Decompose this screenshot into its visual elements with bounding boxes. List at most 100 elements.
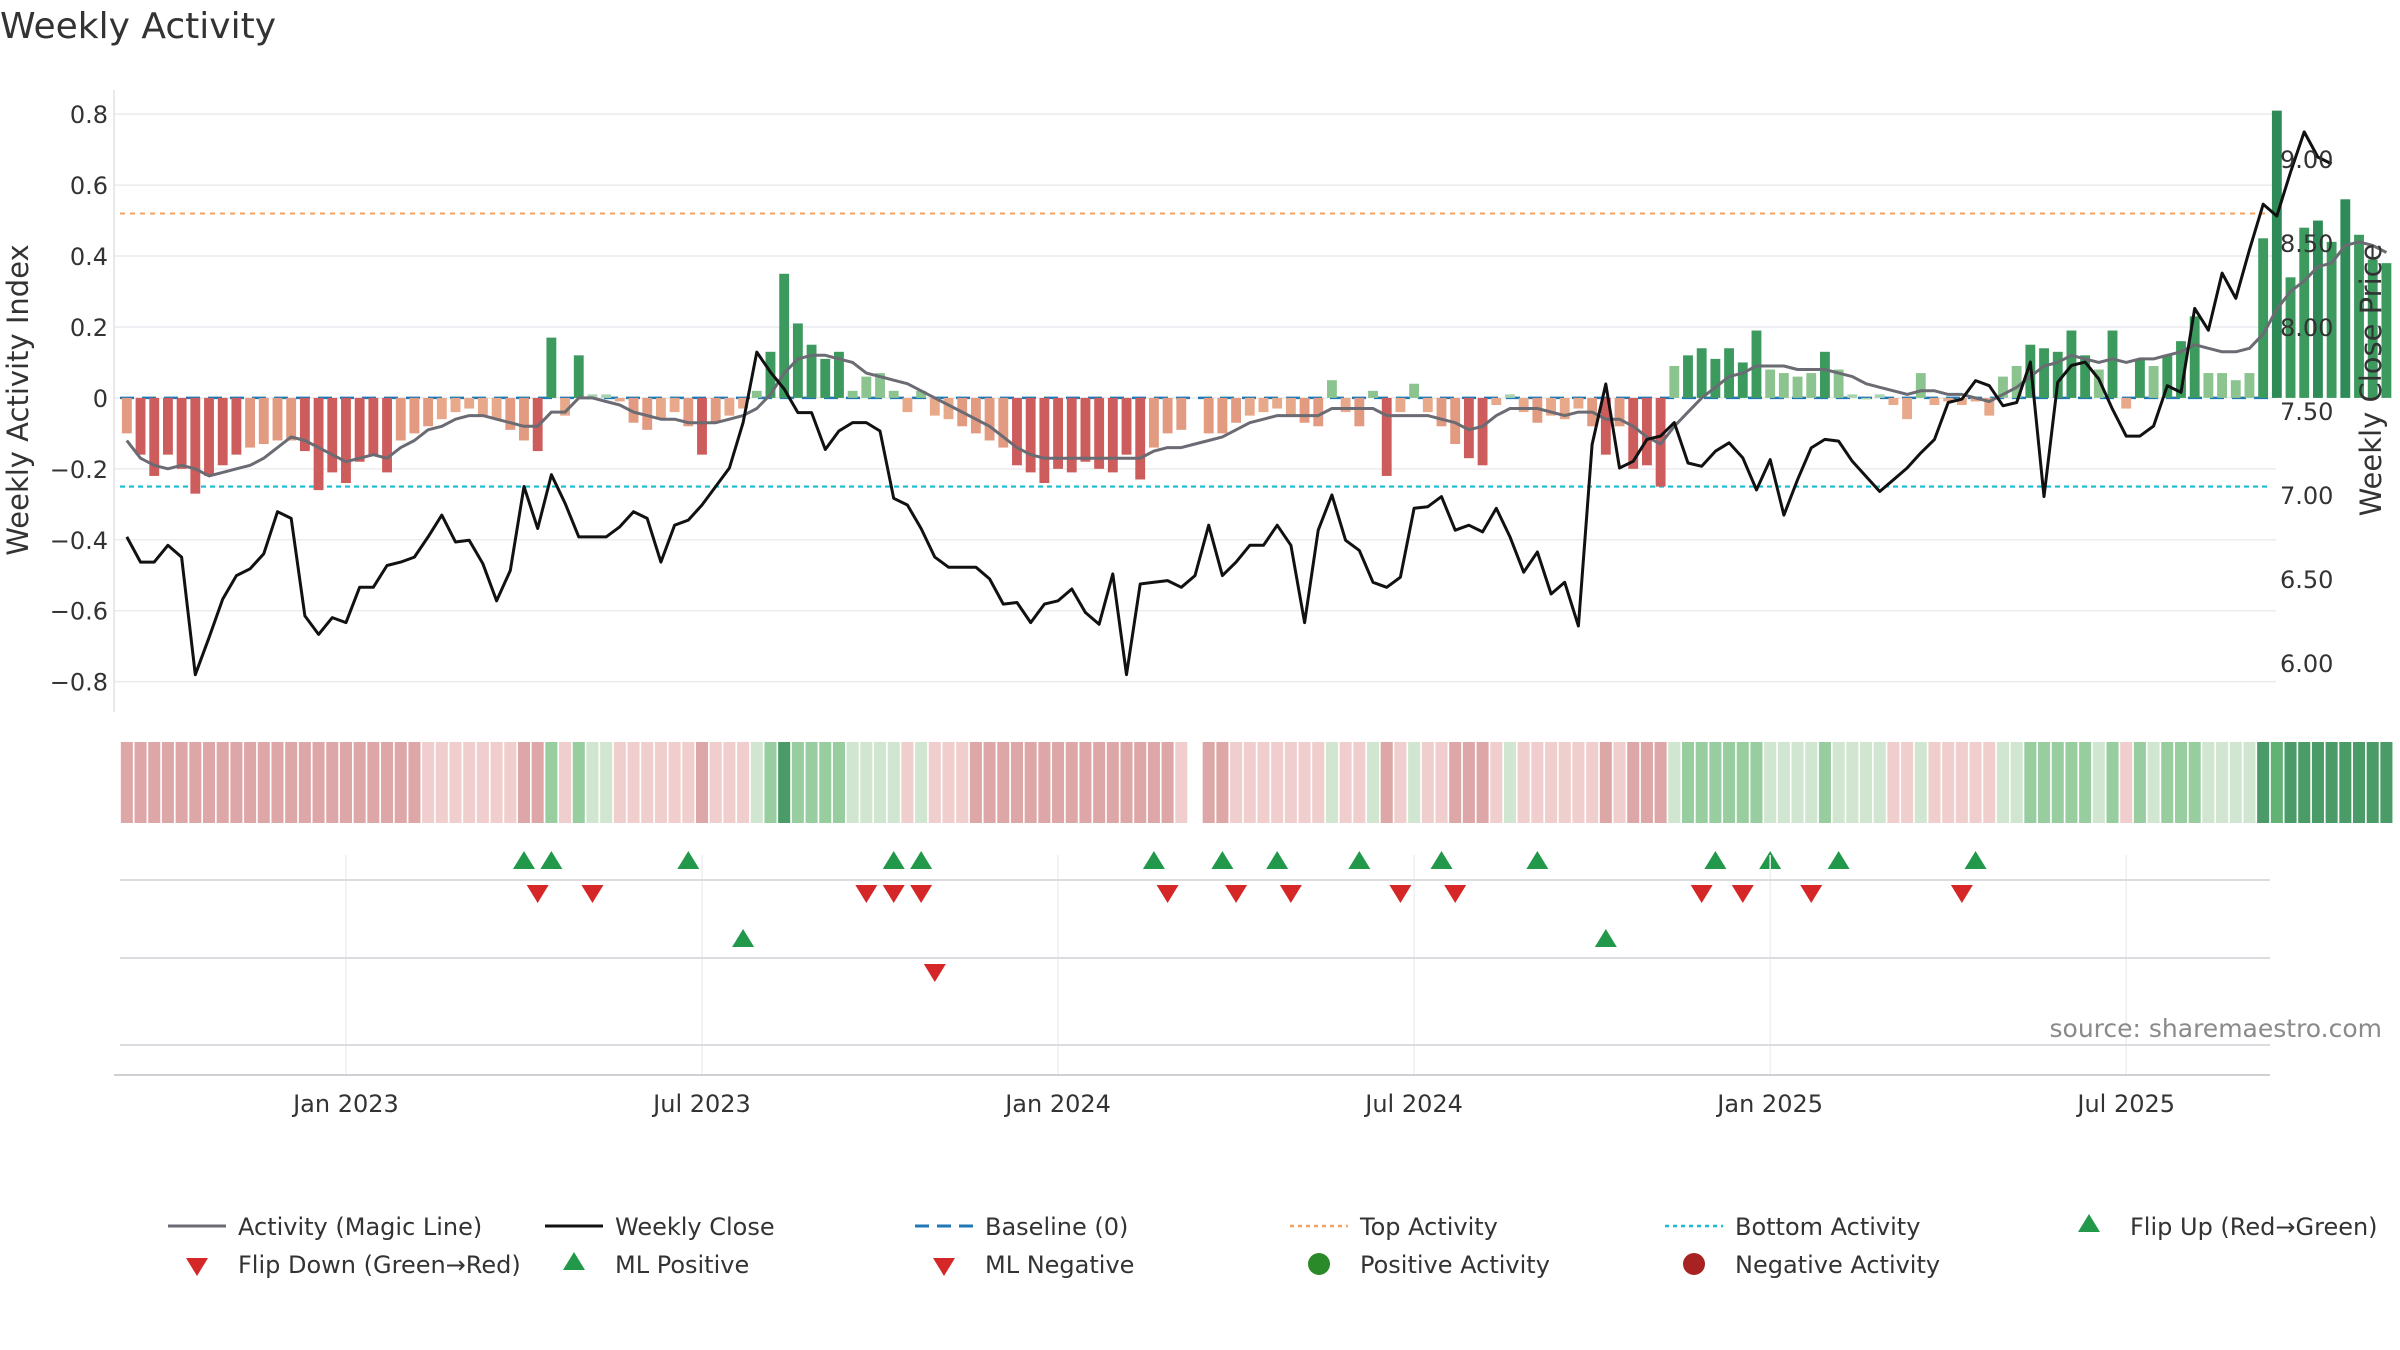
activity-bar (2189, 316, 2200, 398)
activity-bar (2148, 365, 2159, 398)
activity-strip-cell (1654, 742, 1667, 823)
activity-bar (1381, 397, 1392, 476)
activity-strip-cell (230, 742, 243, 823)
activity-strip-cell (997, 742, 1010, 823)
activity-bar (1751, 330, 1762, 398)
activity-bar (1354, 397, 1365, 427)
activity-strip-cell (572, 742, 585, 823)
activity-bar (1053, 397, 1063, 469)
y-right-tick-label: 8.00 (2280, 314, 2333, 342)
activity-bar (1327, 380, 1337, 398)
activity-strip-cell (983, 742, 996, 823)
activity-strip-cell (2202, 742, 2215, 823)
flip-down-marker (1389, 885, 1412, 903)
activity-bar (1299, 397, 1310, 423)
activity-bar (1614, 397, 1625, 427)
activity-strip-cell (381, 742, 394, 823)
magic-line-series (125, 240, 2388, 478)
legend-swatch-triangle-up (2078, 1214, 2100, 1232)
activity-strip-cell (189, 742, 202, 823)
activity-strip-cell (1764, 742, 1777, 823)
activity-strip-cell (1243, 742, 1256, 823)
flip-down-marker (1690, 885, 1713, 903)
activity-strip-cell (1859, 742, 1873, 823)
activity-bar (875, 373, 885, 398)
activity-bar (861, 376, 872, 398)
activity-strip-cell (1367, 742, 1380, 823)
source-label: source: sharemaestro.com (2050, 1014, 2383, 1043)
activity-bar (1477, 397, 1488, 466)
activity-strip-cell (2216, 742, 2229, 823)
activity-strip-cell (463, 742, 476, 823)
activity-bar (2052, 351, 2063, 398)
y-left-tick-label: −0.6 (50, 598, 108, 626)
flip-up-marker (1142, 851, 1165, 869)
activity-strip-cell (422, 742, 435, 823)
activity-bar (491, 397, 502, 420)
activity-strip-cell (1462, 742, 1475, 823)
activity-bar (505, 397, 516, 430)
activity-strip-cell (1421, 742, 1434, 823)
activity-strip-cell (1586, 742, 1599, 823)
activity-strip-cell (682, 742, 695, 823)
activity-bar (2093, 369, 2104, 398)
activity-strip-cell (2325, 742, 2338, 823)
activity-strip-cell (709, 742, 722, 823)
activity-bar (1409, 383, 1420, 398)
activity-bar (1244, 397, 1255, 416)
y-right-tick-label: 9.00 (2280, 146, 2333, 174)
activity-strip-cell (627, 742, 640, 823)
activity-bar (2121, 397, 2132, 409)
activity-strip-cell (1942, 742, 1955, 823)
activity-strip-cell (2147, 742, 2160, 823)
activity-strip-cell (490, 742, 503, 823)
y-right-tick-label: 7.50 (2280, 398, 2333, 426)
x-axis: Jan 2023 Jul 2023 Jan 2024 Jul 2024 Jan 2025… (114, 855, 2270, 1118)
flip-up-marker (1430, 851, 1453, 869)
activity-strip-cell (1038, 742, 1051, 823)
activity-strip-cell (2161, 742, 2174, 823)
flip-down-marker (1444, 885, 1467, 903)
activity-strip-cell (901, 742, 914, 823)
ml-positive-marker (732, 929, 755, 947)
activity-strip-cell (271, 742, 284, 823)
activity-strip-cell (1517, 742, 1530, 823)
activity-bar (2039, 348, 2049, 398)
activity-strip-cell (1777, 742, 1790, 823)
activity-bar (1395, 397, 1406, 413)
activity-strip-cell (1202, 742, 1215, 823)
x-tick-label: Jul 2025 (2075, 1090, 2175, 1118)
reference-lines (120, 212, 2270, 488)
flip-up-marker (910, 851, 933, 869)
activity-bar (916, 390, 927, 398)
flip-down-marker (1731, 885, 1754, 903)
activity-bar (2340, 199, 2351, 398)
activity-strip-cell (2229, 742, 2242, 823)
activity-bar (2203, 373, 2214, 398)
activity-bar (354, 397, 365, 462)
activity-bar (2134, 358, 2145, 398)
activity-strip-cell (2270, 742, 2283, 823)
activity-bar (1176, 397, 1187, 430)
activity-bar (1929, 397, 1940, 405)
activity-strip-cell (819, 742, 832, 823)
activity-bar (806, 344, 817, 398)
activity-bar (710, 397, 721, 423)
x-tick-label: Jul 2024 (1363, 1090, 1463, 1118)
activity-strip-cell (1709, 742, 1722, 823)
flip-down-marker (1279, 885, 1302, 903)
activity-bar (2176, 341, 2186, 398)
activity-strip-cell (175, 742, 188, 823)
activity-strip-cell (2298, 742, 2311, 823)
flip-up-marker (1526, 851, 1549, 869)
activity-bar (2258, 238, 2269, 398)
legend-label: Weekly Close (615, 1213, 775, 1241)
activity-strip-cell (668, 742, 681, 823)
activity-bar (1600, 397, 1611, 455)
activity-bar (1724, 348, 1735, 398)
activity-strip-cell (1613, 742, 1626, 823)
flip-down-marker (581, 885, 604, 903)
activity-bar (1546, 397, 1556, 416)
activity-bar (984, 397, 995, 441)
